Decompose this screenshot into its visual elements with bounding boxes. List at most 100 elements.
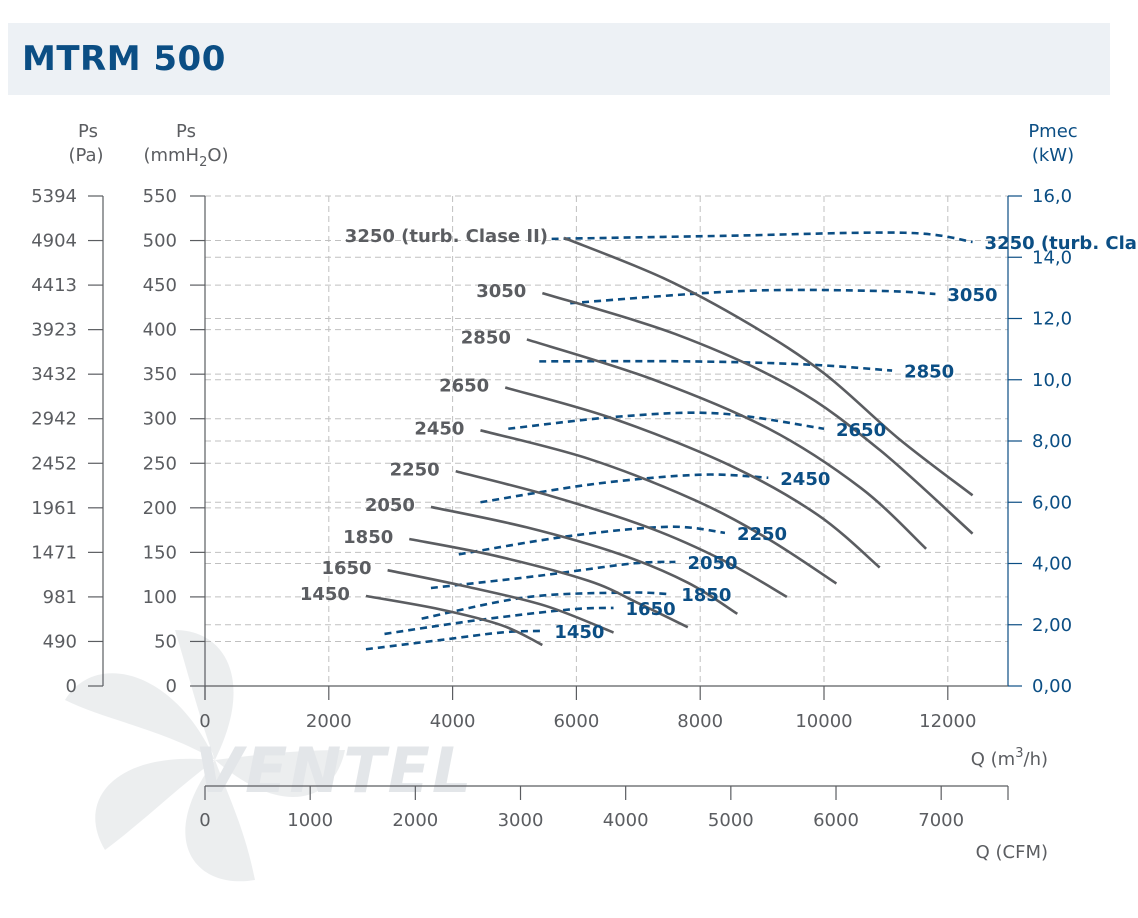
cfm-tick-label: 0: [199, 810, 210, 831]
kw-tick-label: 2,00: [1032, 615, 1072, 636]
page-title: MTRM 500: [22, 39, 226, 79]
mm-tick-label: 350: [143, 364, 177, 385]
pa-tick-label: 2452: [31, 453, 77, 474]
x-tick-label: 2000: [306, 711, 352, 732]
pa-tick-label: 490: [43, 631, 77, 652]
pressure-curve-2250: [455, 470, 788, 599]
mm-tick-label: 200: [143, 498, 177, 519]
pressure-label-1450: 1450: [300, 584, 350, 605]
pressure-curves: [365, 236, 974, 647]
pressure-curve-1650: [387, 568, 615, 634]
power-curve-3250: [551, 231, 973, 244]
pressure-curve-2050: [430, 505, 739, 615]
pressure-label-1650: 1650: [321, 558, 371, 579]
kw-tick-label: 16,0: [1032, 186, 1072, 207]
pa-axis-title: Ps: [78, 121, 98, 142]
mm-tick-label: 250: [143, 453, 177, 474]
pressure-label-1850: 1850: [343, 527, 393, 548]
pressure-curve-2650: [504, 386, 881, 569]
pa-tick-label: 1471: [31, 542, 77, 563]
power-curve-1450: [365, 629, 543, 651]
power-curve-2250: [458, 525, 726, 556]
pressure-label-3050: 3050: [476, 281, 526, 302]
grid-lines: [205, 195, 1008, 686]
curve-labels: 1450165018502050225024502650285030503250…: [300, 226, 1138, 643]
power-curve-2850: [539, 359, 893, 372]
mm-tick-label: 500: [143, 231, 177, 252]
pressure-label-2850: 2850: [461, 327, 511, 348]
kw-axis-title: Pmec: [1028, 121, 1077, 142]
fan-blade-icon: [65, 630, 345, 882]
power-curve-2650: [508, 411, 825, 431]
pressure-curve-1850: [409, 537, 689, 629]
power-label-3250: 3250 (turb. Clase II): [985, 233, 1138, 254]
power-curve-1850: [421, 591, 670, 620]
power-label-1650: 1650: [626, 599, 676, 620]
pressure-label-2250: 2250: [390, 459, 440, 480]
pressure-label-2050: 2050: [365, 495, 415, 516]
axes: 0 490 981 1471 1961 2452 2942 3432 3923 4413 4904 5…: [31, 121, 1077, 863]
cfm-tick-label: 1000: [287, 810, 333, 831]
kw-tick-label: 8,00: [1032, 431, 1072, 452]
power-label-2050: 2050: [687, 553, 737, 574]
mm-axis-unit: (mmH2O): [143, 145, 228, 170]
power-curve-1650: [384, 606, 614, 636]
kw-tick-label: 0,00: [1032, 676, 1072, 697]
pa-tick-label: 3432: [31, 364, 77, 385]
pressure-curve-3250: [563, 236, 974, 497]
cfm-tick-label: 4000: [603, 810, 649, 831]
pa-tick-label: 981: [43, 587, 77, 608]
kw-axis-unit: (kW): [1032, 145, 1074, 166]
power-curve-2050: [430, 560, 676, 590]
power-label-2650: 2650: [836, 420, 886, 441]
pressure-curve-2850: [526, 338, 928, 550]
cfm-tick-label: 5000: [708, 810, 754, 831]
pressure-curve-1450: [365, 594, 543, 647]
watermark-text: VENTEL: [195, 734, 473, 807]
mm-tick-label: 400: [143, 320, 177, 341]
mm-tick-label: 100: [143, 587, 177, 608]
power-label-1450: 1450: [554, 622, 604, 643]
x-tick-label: 12000: [919, 711, 976, 732]
power-label-2450: 2450: [780, 469, 830, 490]
cfm-tick-label: 6000: [813, 810, 859, 831]
power-label-2250: 2250: [737, 524, 787, 545]
x-axis-label: Q (m3/h): [971, 746, 1048, 770]
x-tick-label: 8000: [677, 711, 723, 732]
kw-tick-label: 12,0: [1032, 309, 1072, 330]
kw-tick-label: 4,00: [1032, 554, 1072, 575]
cfm-tick-label: 2000: [392, 810, 438, 831]
cfm-tick-label: 7000: [918, 810, 964, 831]
mm-axis-title: Ps: [176, 121, 196, 142]
kw-tick-label: 10,0: [1032, 370, 1072, 391]
pa-tick-label: 0: [66, 676, 77, 697]
pressure-curve-2450: [480, 429, 838, 585]
power-label-3050: 3050: [947, 285, 997, 306]
cfm-tick-label: 3000: [498, 810, 544, 831]
pressure-label-3250: 3250 (turb. Clase II): [345, 226, 548, 247]
power-label-1850: 1850: [681, 585, 731, 606]
mm-tick-label: 450: [143, 275, 177, 296]
cfm-axis-label: Q (CFM): [976, 842, 1048, 863]
pa-tick-label: 3923: [31, 320, 77, 341]
title-bar: MTRM 500: [8, 23, 1110, 95]
power-curves: [365, 231, 973, 651]
pa-tick-label: 4904: [31, 231, 77, 252]
x-tick-label: 6000: [553, 711, 599, 732]
watermark-logo: VENTEL: [65, 630, 473, 882]
x-tick-label: 4000: [430, 711, 476, 732]
pressure-label-2450: 2450: [414, 418, 464, 439]
mm-tick-label: 50: [154, 631, 177, 652]
x-tick-label: 0: [199, 711, 210, 732]
pa-tick-label: 5394: [31, 186, 77, 207]
x-tick-label: 10000: [795, 711, 852, 732]
kw-tick-label: 6,00: [1032, 492, 1072, 513]
mm-tick-label: 550: [143, 186, 177, 207]
pressure-curve-3050: [541, 291, 974, 535]
mm-tick-label: 0: [166, 676, 177, 697]
mm-tick-label: 300: [143, 409, 177, 430]
pa-tick-label: 2942: [31, 409, 77, 430]
pa-tick-label: 4413: [31, 275, 77, 296]
power-curve-3050: [570, 288, 936, 305]
